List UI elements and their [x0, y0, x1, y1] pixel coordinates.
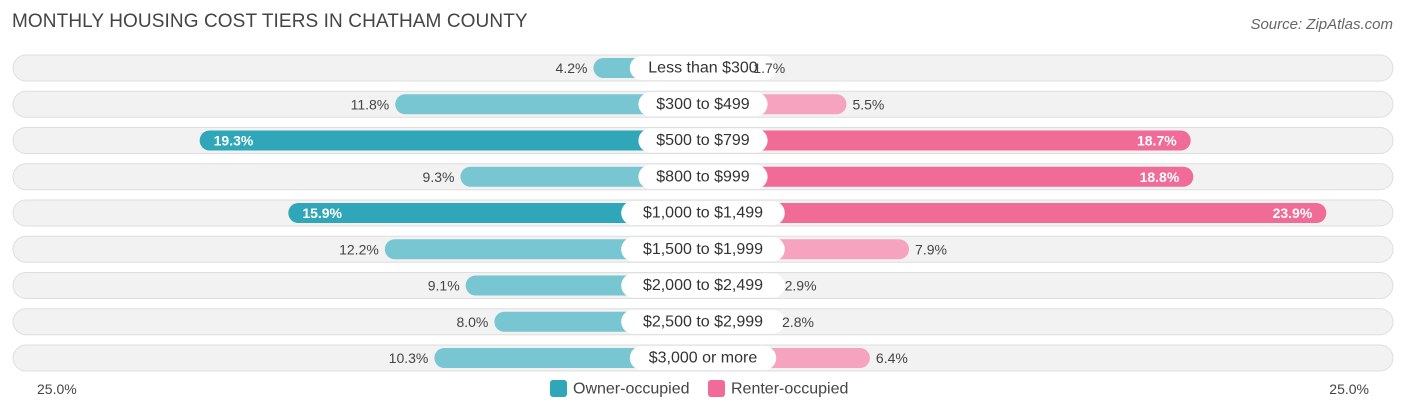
value-label-renter: 5.5%: [852, 96, 884, 112]
value-label-renter: 2.9%: [785, 278, 817, 294]
category-label-box: [629, 56, 777, 80]
legend: Owner-occupied Renter-occupied: [550, 380, 848, 398]
chart-row: $300 to $499 11.8% 5.5%: [12, 90, 1394, 118]
value-label-renter: 23.9%: [1273, 205, 1313, 221]
category-label-box: [629, 346, 777, 370]
value-label-renter: 7.9%: [915, 241, 947, 257]
chart-row: $500 to $799 19.3% 18.7%: [12, 127, 1394, 154]
chart-row: $3,000 or more 10.3% 6.4%: [12, 344, 1394, 372]
value-label-owner: 9.1%: [428, 278, 460, 294]
category-label: Less than $300: [648, 60, 758, 77]
value-label-renter: 18.8%: [1140, 169, 1180, 185]
category-label-box: [621, 273, 785, 298]
bar-owner: [395, 94, 703, 115]
bar-owner: [199, 130, 703, 151]
legend-swatch-owner: [550, 380, 567, 397]
category-label-box: [638, 164, 768, 189]
bar-renter: [703, 166, 1194, 187]
category-label-box: [621, 201, 785, 225]
value-label-owner: 9.3%: [423, 169, 455, 185]
category-label: $1,000 to $1,499: [643, 205, 763, 222]
chart-row: $2,500 to $2,999 8.0% 2.8%: [12, 308, 1394, 336]
axis-right-label: 25.0%: [1329, 381, 1369, 397]
value-label-owner: 4.2%: [556, 60, 588, 76]
category-label: $500 to $799: [656, 132, 750, 149]
legend-swatch-renter: [708, 380, 725, 397]
value-label-owner: 12.2%: [339, 241, 379, 257]
category-label: $3,000 or more: [649, 350, 758, 367]
value-label-owner: 15.9%: [302, 205, 342, 221]
category-label-box: [621, 237, 785, 262]
value-label-owner: 8.0%: [456, 314, 488, 330]
category-label: $800 to $999: [656, 168, 750, 185]
category-label-box: [638, 128, 768, 153]
chart-row: $800 to $999 9.3% 18.8%: [12, 163, 1394, 191]
value-label-owner: 10.3%: [389, 350, 429, 366]
category-label: $300 to $499: [656, 96, 750, 113]
value-label-owner: 11.8%: [351, 96, 390, 112]
category-label-box: [638, 92, 768, 117]
bar-owner: [288, 203, 703, 223]
axis-left-label: 25.0%: [37, 381, 77, 397]
bar-renter: [703, 130, 1191, 151]
legend-label-renter: Renter-occupied: [731, 381, 848, 398]
chart-title: MONTHLY HOUSING COST TIERS IN CHATHAM CO…: [12, 11, 528, 32]
chart-row: Less than $300 4.2% 1.7%: [12, 54, 1394, 82]
source-credit: Source: ZipAtlas.com: [1250, 16, 1393, 33]
bar-renter: [703, 203, 1327, 223]
value-label-owner: 19.3%: [214, 133, 254, 149]
chart-row: $1,500 to $1,999 12.2% 7.9%: [12, 235, 1394, 263]
category-label: $1,500 to $1,999: [643, 241, 763, 258]
legend-label-owner: Owner-occupied: [573, 381, 690, 398]
value-label-renter: 6.4%: [876, 350, 908, 366]
chart-row: $1,000 to $1,499 15.9% 23.9%: [12, 199, 1394, 227]
category-label: $2,000 to $2,499: [643, 277, 763, 294]
category-label-box: [621, 309, 785, 334]
value-label-renter: 18.7%: [1137, 133, 1177, 149]
category-label: $2,500 to $2,999: [643, 313, 763, 330]
chart-row: $2,000 to $2,499 9.1% 2.9%: [12, 272, 1394, 299]
value-label-renter: 1.7%: [753, 60, 785, 76]
value-label-renter: 2.8%: [782, 314, 814, 330]
